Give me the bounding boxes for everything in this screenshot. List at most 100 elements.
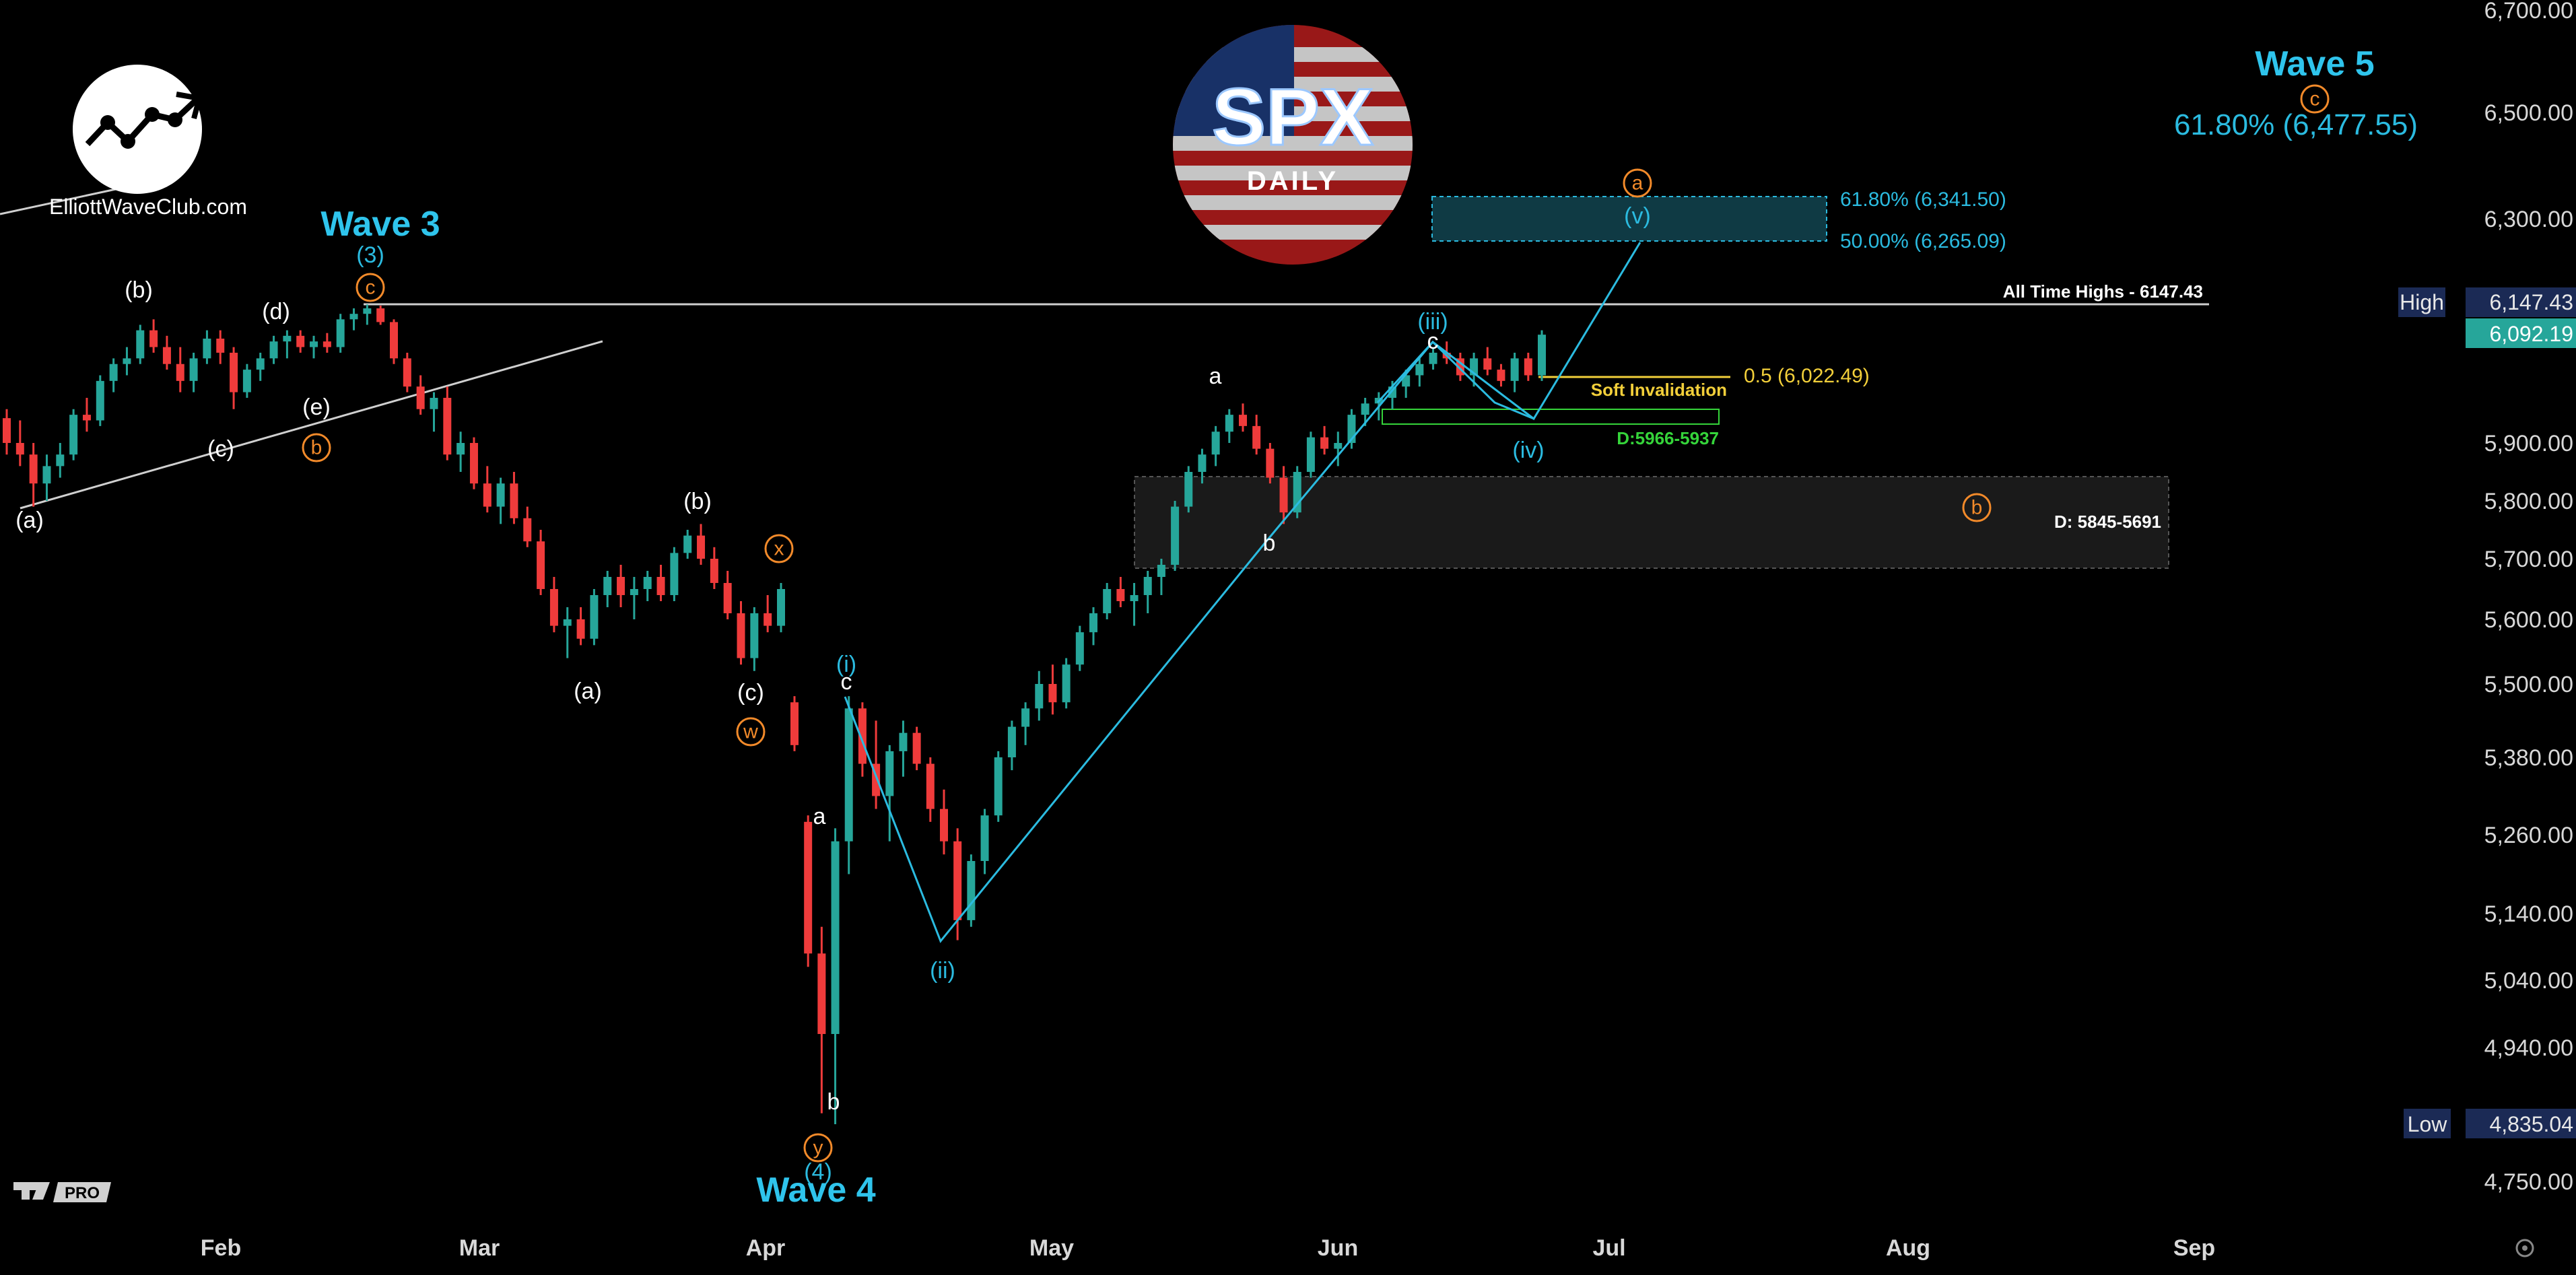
y-tick-label: 6,500.00 xyxy=(2484,100,2573,126)
candle-body xyxy=(242,370,251,392)
candle-body xyxy=(456,443,465,455)
label-a-1: a xyxy=(813,804,826,829)
label-orange-b-2: b xyxy=(1962,493,1992,522)
candle-body xyxy=(56,454,65,467)
label-i: (i) xyxy=(836,652,856,677)
candle-body xyxy=(349,314,358,320)
candle-body xyxy=(1510,358,1519,381)
y-tick-label: 5,600.00 xyxy=(2484,607,2573,633)
candle-body xyxy=(737,613,745,658)
x-tick-label: Mar xyxy=(459,1235,500,1261)
label-orange-c-1: c xyxy=(355,273,385,302)
candle-body xyxy=(1198,454,1207,472)
candle-body xyxy=(563,619,572,626)
svg-text:c: c xyxy=(2310,88,2320,110)
support-d-label: D:5966-5937 xyxy=(1617,428,1719,448)
label-orange-y: y xyxy=(803,1133,833,1163)
label-ii: (ii) xyxy=(930,958,955,984)
candle-body xyxy=(1415,364,1424,376)
candle-body xyxy=(149,330,158,347)
label-iv: (iv) xyxy=(1512,438,1544,463)
wave-5-label: Wave 5 xyxy=(2255,44,2374,83)
candle-body xyxy=(523,518,532,542)
candle-body xyxy=(994,757,1003,816)
candle-body xyxy=(1361,403,1369,415)
candle-body xyxy=(443,397,452,455)
candle-body xyxy=(430,397,438,409)
candle-body xyxy=(15,443,24,455)
svg-text:SPX: SPX xyxy=(1212,72,1374,162)
label-orange-w: w xyxy=(736,717,766,747)
fib-target-zone xyxy=(1431,196,1827,242)
candle-body xyxy=(510,483,518,518)
y-tick-label: 6,300.00 xyxy=(2484,207,2573,232)
candle-body xyxy=(69,415,78,455)
soft-invalidation-label: Soft Invalidation xyxy=(1591,380,1727,400)
x-tick-label: Feb xyxy=(201,1235,241,1261)
x-tick-label: Sep xyxy=(2173,1235,2215,1261)
candle-body xyxy=(656,577,665,595)
tradingview-pro-badge: PRO xyxy=(13,1182,111,1202)
candle-body xyxy=(1429,352,1437,364)
candle-body xyxy=(29,454,38,484)
y-tick-label: 5,800.00 xyxy=(2484,489,2573,514)
candle-body xyxy=(1184,472,1193,507)
fib-50-label: 50.00% (6,265.09) xyxy=(1840,230,2006,252)
candle-body xyxy=(912,732,921,764)
candle-body xyxy=(1211,432,1220,455)
label-b-2: b xyxy=(1263,530,1276,556)
wave-4-label: Wave 4 xyxy=(756,1171,875,1210)
candle-body xyxy=(1334,443,1343,449)
candle-body xyxy=(1252,425,1261,449)
candle-body xyxy=(1538,335,1546,376)
svg-text:6,147.43: 6,147.43 xyxy=(2489,290,2573,314)
settings-gear-icon[interactable] xyxy=(2515,1239,2534,1257)
candle-body xyxy=(216,339,225,353)
candle-body xyxy=(1279,477,1288,513)
wave-3-num: (3) xyxy=(356,242,384,268)
svg-text:w: w xyxy=(743,721,758,743)
label-iii: (iii) xyxy=(1417,309,1448,335)
y-tick-label: 6,700.00 xyxy=(2484,0,2573,24)
wave-5-target: 61.80% (6,477.55) xyxy=(2174,108,2418,141)
candle-body xyxy=(1402,375,1411,387)
wave-3-label: Wave 3 xyxy=(320,205,440,244)
candle-body xyxy=(42,466,51,484)
candle-body xyxy=(643,577,652,589)
trendline-2 xyxy=(20,340,603,510)
label-orange-a: a xyxy=(1623,168,1652,198)
label-orange-b-1: b xyxy=(302,433,331,462)
candle-body xyxy=(363,308,372,314)
candle-body xyxy=(1483,358,1492,370)
candle-body xyxy=(953,841,962,920)
y-tick-label: 5,380.00 xyxy=(2484,745,2573,771)
candle-body xyxy=(323,341,331,347)
candle-body xyxy=(230,352,238,392)
svg-text:6,092.19: 6,092.19 xyxy=(2489,322,2573,346)
elliottwaveclub-logo: ElliottWaveClub.com xyxy=(49,65,247,219)
label-pc-2: (c) xyxy=(737,680,764,705)
candle-body xyxy=(777,589,785,626)
candle-body xyxy=(1143,577,1152,595)
label-b-1: b xyxy=(827,1089,840,1115)
candle-body xyxy=(1089,613,1097,633)
candle-body xyxy=(469,443,478,484)
spx-daily-badge: SPX DAILY xyxy=(1173,25,1413,265)
candle-body xyxy=(82,415,91,421)
label-pe: (e) xyxy=(302,394,331,420)
y-tick-label: 4,940.00 xyxy=(2484,1035,2573,1061)
candle-body xyxy=(1062,664,1071,703)
x-tick-label: May xyxy=(1029,1235,1074,1261)
label-a-2: a xyxy=(1209,364,1222,389)
candle-body xyxy=(390,322,398,359)
demand-zone-5845-5691 xyxy=(1134,476,2169,569)
candle-body xyxy=(283,335,292,342)
last-price-tag[interactable]: 6,092.19 xyxy=(2466,318,2576,348)
wave-iii-iv-path xyxy=(1376,340,1534,420)
candle-body xyxy=(189,358,198,381)
label-pb-2: (b) xyxy=(683,489,712,514)
candle-body xyxy=(831,841,840,1034)
x-tick-label: Aug xyxy=(1886,1235,1930,1261)
candle-body xyxy=(817,953,826,1034)
